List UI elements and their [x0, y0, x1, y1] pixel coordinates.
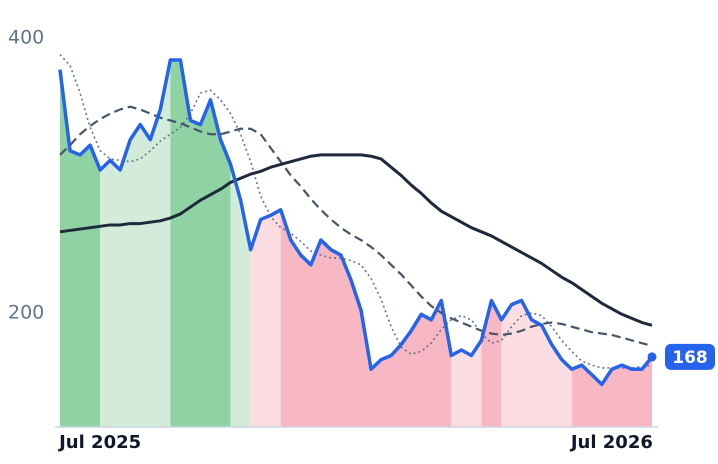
period-band [280, 209, 452, 427]
period-band [481, 300, 502, 427]
last-value-badge [665, 343, 715, 370]
last-value-dot [647, 352, 657, 362]
x-tick-label: Jul 2026 [569, 432, 653, 453]
period-band [170, 59, 231, 428]
y-tick-label: 400 [8, 27, 44, 49]
period-band [501, 300, 572, 427]
price-line [58, 58, 654, 387]
average-line [59, 53, 653, 369]
average-line [59, 153, 653, 327]
x-tick-label: Jul 2025 [57, 432, 141, 453]
period-band [571, 356, 652, 427]
period-band [451, 340, 482, 427]
last-value-label: 168 [672, 348, 708, 368]
period-band [100, 59, 171, 428]
y-tick-label: 200 [8, 301, 44, 323]
period-band [60, 69, 101, 427]
period-band [250, 209, 281, 427]
